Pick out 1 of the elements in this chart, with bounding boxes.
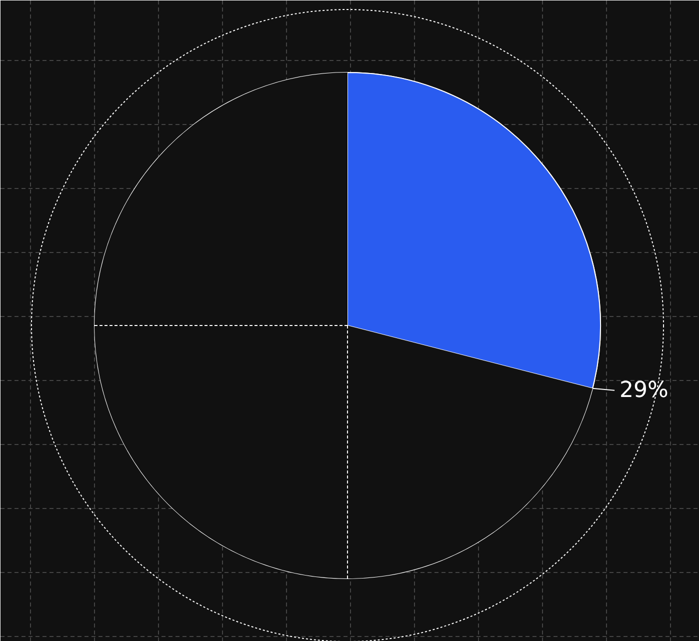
data-label: 29% [620, 378, 668, 403]
